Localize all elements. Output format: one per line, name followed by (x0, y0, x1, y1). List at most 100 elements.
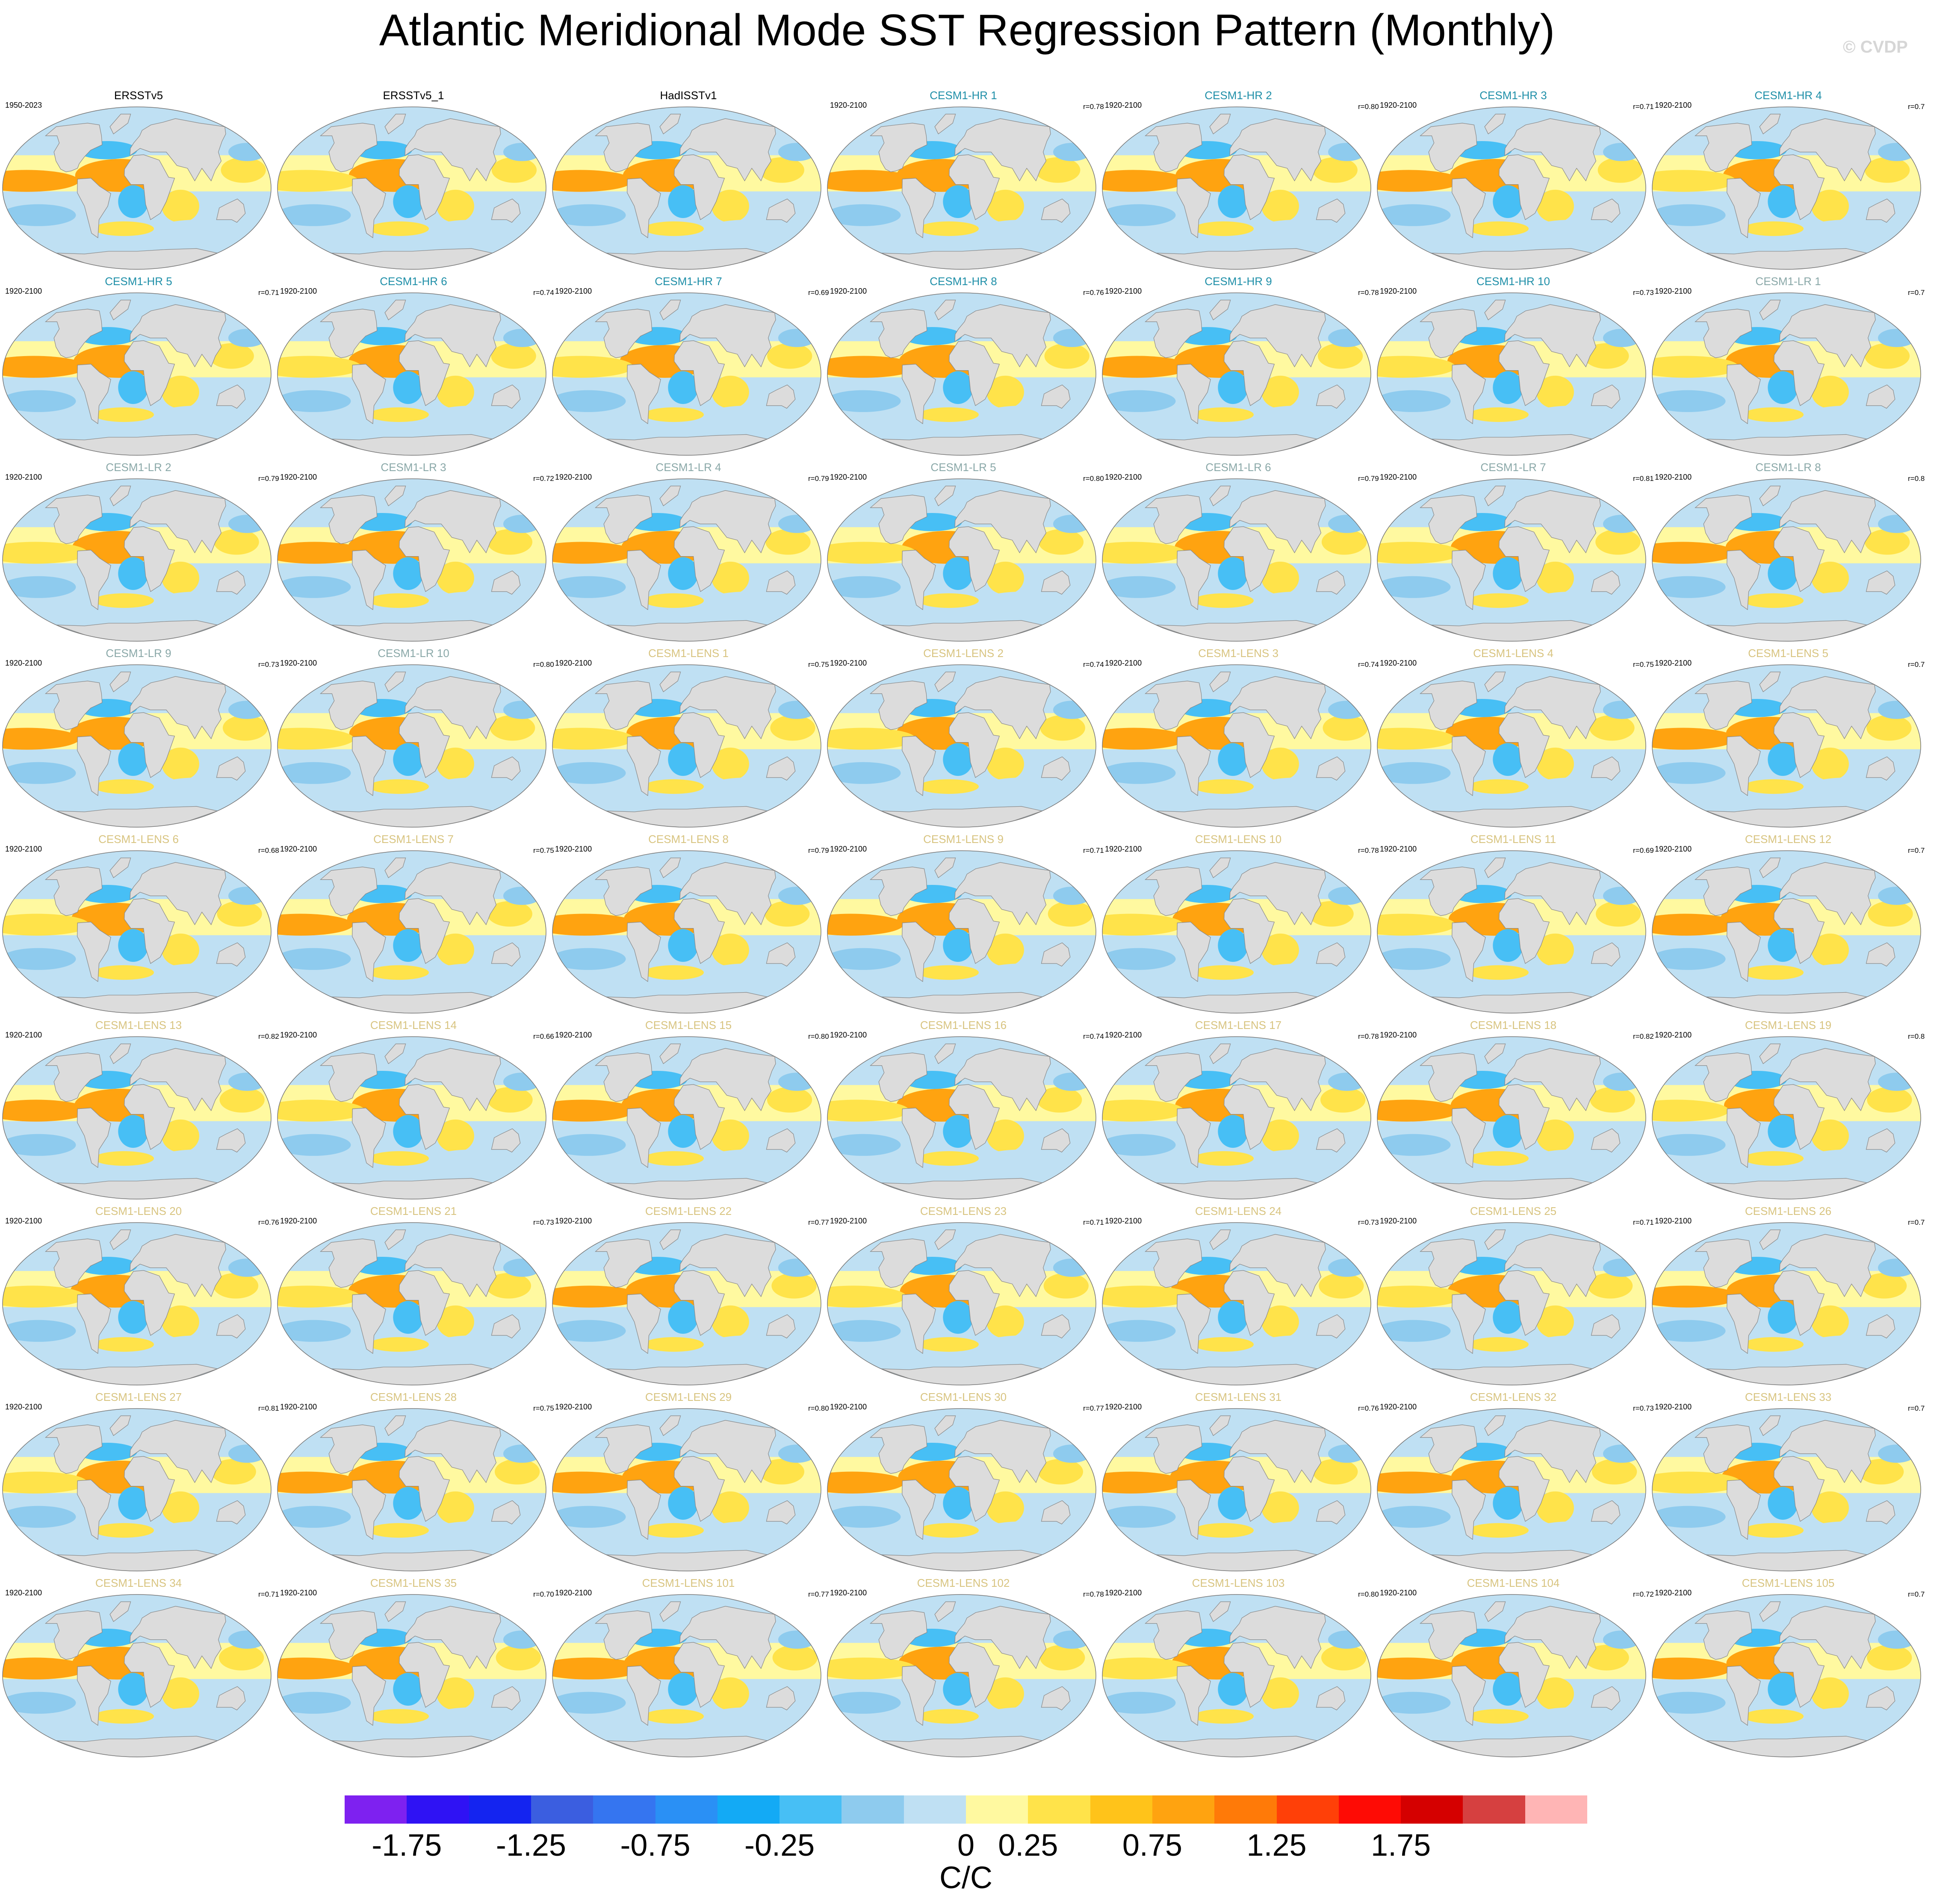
land-mass (331, 434, 493, 455)
sst-anomaly-region (1806, 1335, 1896, 1354)
sst-anomaly-region (1811, 1119, 1849, 1152)
sst-anomaly-region (156, 1335, 247, 1354)
panel-title: CESM1-HR 6 (380, 275, 447, 288)
panel-title: CESM1-LR 9 (106, 647, 171, 660)
sst-anomaly-region (1652, 762, 1726, 784)
land-mass (1484, 1043, 1506, 1064)
panel-period: 1920-2100 (1105, 659, 1142, 667)
world-map (1652, 478, 1921, 642)
land-mass (1177, 1294, 1211, 1354)
world-map (552, 850, 821, 1014)
map-panel: CESM1-LR 10 1920-2100 r=0.80 (277, 647, 554, 831)
panel-title: CESM1-LR 2 (106, 461, 171, 474)
land-mass (384, 486, 406, 507)
world-map (2, 850, 272, 1014)
land-mass (1452, 550, 1486, 610)
panel-title: CESM1-LENS 30 (920, 1391, 1007, 1403)
sst-anomaly-region (1811, 1677, 1849, 1710)
sst-anomaly-region (1493, 1487, 1523, 1520)
sst-anomaly-region (552, 204, 626, 226)
sst-anomaly-region (393, 557, 423, 590)
sst-anomaly-region (644, 407, 704, 422)
land-mass (1504, 1420, 1601, 1483)
sst-anomaly-region (278, 1099, 365, 1122)
sst-anomaly-region (1878, 887, 1916, 905)
land-mass (1759, 1043, 1781, 1064)
sst-anomaly-region (712, 933, 749, 967)
sst-anomaly-region (943, 1301, 973, 1334)
land-mass (1727, 178, 1761, 239)
sst-anomaly-region (437, 1119, 474, 1152)
map-outline (827, 1222, 1096, 1385)
sst-anomaly-region (1328, 1073, 1366, 1091)
panel-title: CESM1-LENS 13 (95, 1019, 182, 1032)
sst-anomaly-region (943, 1673, 973, 1706)
land-mass (1209, 858, 1231, 878)
land-mass (1499, 1084, 1550, 1150)
land-mass (1452, 1665, 1486, 1726)
sst-anomaly-region (1878, 1259, 1916, 1277)
world-map (1652, 1408, 1921, 1571)
map-outline (552, 664, 821, 828)
map-panel: CESM1-LENS 34 1920-2100 r=0.71 (2, 1577, 279, 1760)
sst-anomaly-region (503, 701, 541, 719)
sst-anomaly-region (1603, 1259, 1641, 1277)
sst-anomaly-region (1743, 593, 1804, 608)
sst-anomaly-region (1652, 728, 1736, 750)
panel-period: 1920-2100 (830, 845, 867, 853)
sst-anomaly-region (156, 963, 247, 982)
land-mass (1866, 1128, 1896, 1152)
land-mass (954, 1048, 1051, 1111)
map-outline (1377, 1036, 1646, 1200)
sst-anomaly-region (3, 762, 76, 784)
world-map (277, 664, 546, 828)
panel-pattern-correlation: r=0.80 (533, 660, 554, 669)
map-panel: CESM1-LENS 22 1920-2100 r=0.77 (552, 1205, 829, 1388)
land-mass (1431, 620, 1593, 641)
land-mass (491, 1500, 521, 1524)
map-panel: CESM1-HR 2 1920-2100 r=0.80 (1101, 89, 1379, 273)
map-outline (2, 1222, 272, 1385)
sst-anomaly-region (1536, 933, 1574, 967)
panel-title: CESM1-LENS 4 (1473, 647, 1553, 660)
sst-anomaly-region (1218, 1487, 1248, 1520)
sst-anomaly-region (1468, 1523, 1529, 1538)
land-mass (1866, 1686, 1896, 1710)
sst-anomaly-region (1878, 143, 1916, 161)
sst-anomaly-region (503, 1259, 541, 1277)
land-mass (881, 1178, 1043, 1199)
land-mass (954, 118, 1051, 182)
land-mass (659, 114, 681, 135)
map-outline (1102, 850, 1371, 1014)
sst-anomaly-region (3, 1134, 76, 1156)
sst-anomaly-region (278, 204, 351, 226)
panel-title: CESM1-LR 4 (655, 461, 721, 474)
sst-anomaly-region (503, 1444, 541, 1463)
sst-anomaly-region (1048, 901, 1093, 927)
land-mass (869, 681, 927, 730)
land-mass (766, 1686, 796, 1710)
land-mass (399, 340, 450, 406)
sst-anomaly-region (1053, 515, 1091, 533)
land-mass (881, 806, 1043, 827)
sst-anomaly-region (1102, 762, 1176, 784)
land-mass (405, 1234, 501, 1297)
land-mass (934, 858, 956, 878)
land-mass (216, 384, 246, 409)
sst-anomaly-region (1811, 747, 1849, 781)
world-map (1377, 850, 1646, 1014)
land-mass (1419, 681, 1477, 730)
land-mass (1499, 154, 1550, 220)
sst-anomaly-region (1652, 1506, 1726, 1528)
sst-anomaly-region (214, 529, 259, 555)
sst-anomaly-region (118, 1673, 148, 1706)
sst-anomaly-region (1053, 1444, 1091, 1463)
panel-period: 1920-2100 (1380, 1589, 1417, 1597)
world-map (552, 1594, 821, 1757)
land-mass (1224, 340, 1275, 406)
panel-period: 1920-2100 (1105, 473, 1142, 481)
map-panel: CESM1-LENS 12 1920-2100 r=0.7 (1651, 833, 1925, 1017)
land-mass (1759, 114, 1781, 135)
sst-anomaly-region (1858, 1459, 1904, 1485)
land-mass (659, 858, 681, 878)
